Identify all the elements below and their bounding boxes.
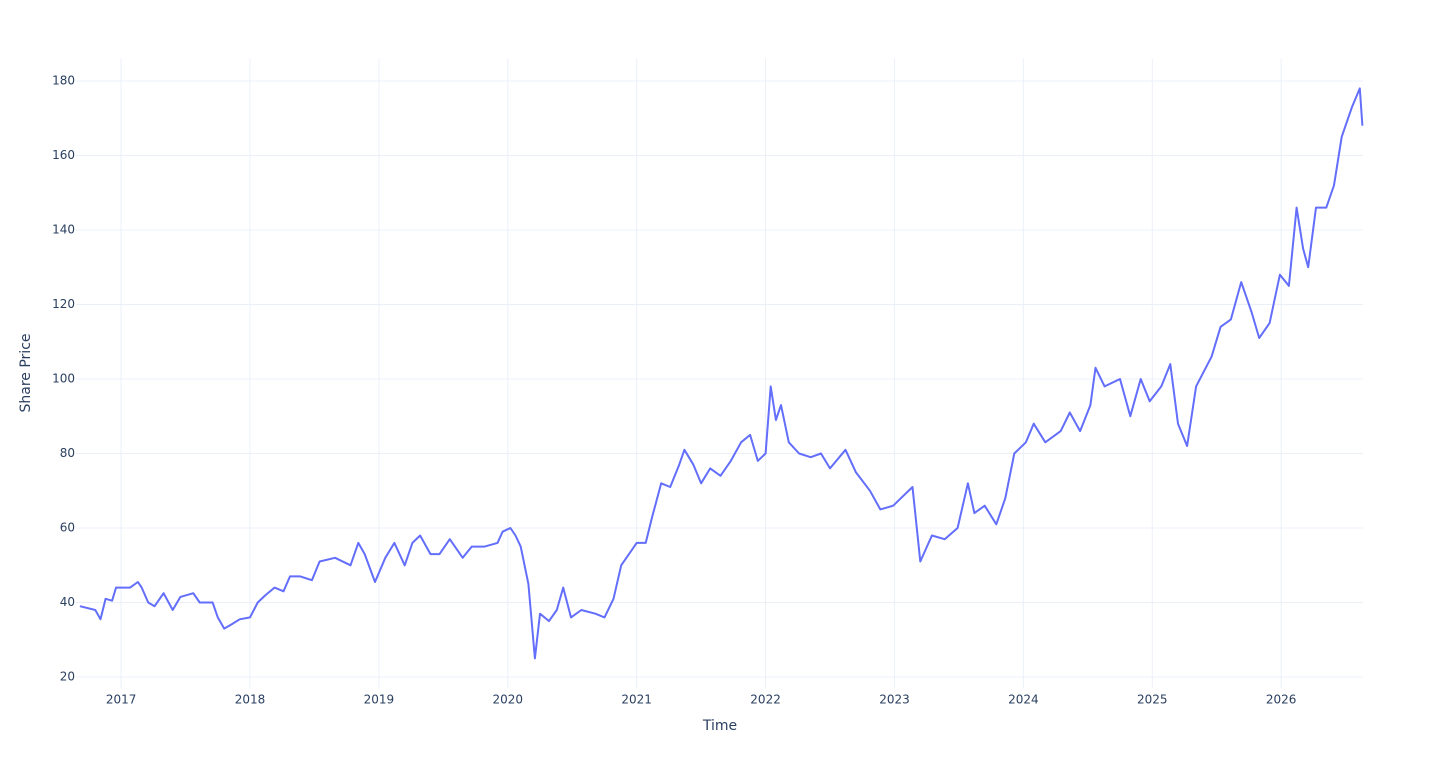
y-tick-label: 120 [52, 297, 75, 311]
x-tick-label: 2026 [1266, 693, 1297, 707]
x-tick-label: 2025 [1137, 693, 1168, 707]
y-axis-title: Share Price [18, 333, 34, 412]
x-tick-label: 2021 [621, 693, 652, 707]
price-line [79, 87, 1364, 660]
y-tick-label: 40 [60, 595, 75, 609]
x-tick-label: 2019 [364, 693, 395, 707]
x-axis-title: Time [702, 718, 737, 734]
x-tick-label: 2018 [235, 693, 266, 707]
y-tick-label: 180 [52, 73, 75, 87]
y-tick-label: 20 [60, 670, 75, 684]
y-tick-label: 160 [52, 148, 75, 162]
x-tick-label: 2022 [750, 693, 781, 707]
y-tick-label: 100 [52, 371, 75, 385]
x-tick-label: 2023 [879, 693, 910, 707]
x-tick-label: 2024 [1008, 693, 1039, 707]
x-tick-label: 2017 [106, 693, 137, 707]
y-tick-label: 60 [60, 521, 75, 535]
y-tick-label: 80 [60, 446, 75, 460]
x-tick-label: 2020 [493, 693, 524, 707]
y-tick-label: 140 [52, 222, 75, 236]
